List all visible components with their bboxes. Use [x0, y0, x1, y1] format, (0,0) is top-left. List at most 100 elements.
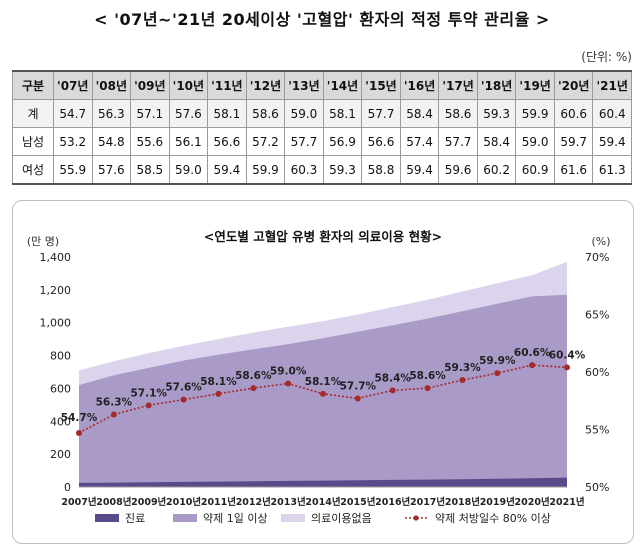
y-axis-label: (만 명): [27, 235, 59, 248]
table-header-year: '17년: [438, 70, 478, 100]
table-row-label: 남성: [12, 127, 54, 156]
table-cell: 56.3: [91, 99, 132, 128]
rate-data-label: 60.4%: [549, 349, 586, 361]
rate-point: [76, 429, 82, 436]
x-tick-label: 2009년: [131, 496, 166, 508]
chart-panel: <연도별 고혈압 유병 환자의 의료이용 현황> (만 명) (%) 0 200 400 6…: [12, 200, 634, 544]
table-cell: 59.0: [284, 99, 324, 128]
medical-use-chart: <연도별 고혈압 유병 환자의 의료이용 현황> (만 명) (%) 0 200 400 6…: [27, 229, 611, 525]
rate-point: [215, 390, 222, 397]
rate-data-label: 58.6%: [409, 370, 446, 382]
rate-point: [564, 364, 570, 371]
table-row: 계 54.7 56.3 57.1 57.6 58.1 58.6 59.0 58.1 57.7 58.…: [12, 99, 632, 128]
table-cell: 57.4: [399, 127, 440, 156]
y-tick-label: 1,000: [40, 317, 72, 330]
table-header-year: '16년: [399, 70, 440, 100]
table-cell: 59.4: [399, 155, 440, 185]
table-cell: 54.7: [53, 99, 93, 128]
table-cell: 59.3: [322, 155, 363, 185]
rate-point: [389, 387, 396, 394]
rate-point: [320, 390, 326, 397]
table-header-category: 구분: [12, 70, 54, 100]
x-tick-label: 2018년: [445, 496, 480, 508]
rate-data-label: 59.9%: [479, 355, 516, 367]
y-tick-label: 0: [64, 481, 71, 494]
legend-point-swatch: [413, 515, 419, 521]
table-cell: 57.6: [91, 155, 132, 185]
table-cell: 58.6: [438, 99, 478, 128]
table-header-row: 구분 '07년 '08년 '09년 '10년 '11년 '12년 '13년 '14년 '15년 '1…: [12, 70, 632, 100]
table-header-year: '13년: [284, 70, 324, 100]
table-cell: 58.8: [361, 155, 401, 185]
rate-point: [529, 362, 536, 369]
rate-data-label: 58.6%: [235, 370, 272, 382]
x-tick-label: 2007년: [61, 496, 96, 508]
page-title: < '07년~'21년 20세이상 '고혈압' 환자의 적정 투약 관리율 >: [94, 10, 550, 29]
y-tick-label: 600: [50, 382, 71, 395]
rate-point: [110, 411, 117, 418]
rate-point: [145, 402, 152, 409]
table-cell: 61.6: [553, 155, 594, 185]
rate-data-label: 56.3%: [96, 397, 133, 409]
rate-point: [285, 380, 292, 387]
table-row: 남성 53.2 54.8 55.6 56.1 56.6 57.2 57.7 56.9 56.6 57…: [12, 127, 632, 156]
y2-tick-label: 55%: [585, 424, 609, 437]
table-cell: 57.7: [361, 99, 401, 128]
legend-label: 의료이용없음: [311, 512, 372, 525]
rate-data-label: 58.4%: [374, 372, 411, 384]
table-cell: 58.4: [476, 127, 517, 156]
y-tick-label: 400: [50, 415, 71, 428]
table-cell: 60.6: [553, 99, 594, 128]
table-cell: 57.6: [168, 99, 209, 128]
rate-point: [354, 395, 361, 402]
table-cell: 57.2: [245, 127, 286, 156]
x-tick-label: 2015년: [340, 496, 375, 508]
y-tick-label: 200: [50, 448, 71, 461]
table-cell: 58.1: [322, 99, 363, 128]
area-clinic: [79, 477, 567, 487]
legend-label: 약제 1일 이상: [203, 511, 268, 525]
rate-point: [424, 385, 431, 392]
table-cell: 59.9: [515, 99, 555, 128]
chart-title: <연도별 고혈압 유병 환자의 의료이용 현황>: [204, 229, 442, 244]
rate-point: [459, 377, 466, 384]
table-header-year: '20년: [553, 70, 594, 100]
table-cell: 56.6: [207, 127, 247, 156]
rate-data-label: 58.1%: [305, 376, 342, 388]
legend-swatch: [95, 514, 119, 522]
table-cell: 58.4: [399, 99, 440, 128]
unit-label: (단위: %): [581, 50, 632, 64]
table-header-year: '07년: [53, 70, 93, 100]
x-tick-label: 2010년: [166, 496, 201, 508]
rate-data-label: 58.1%: [200, 376, 237, 388]
y-tick-label: 1,400: [40, 251, 72, 264]
table-cell: 60.4: [592, 99, 632, 128]
rate-data-label: 60.6%: [514, 347, 551, 359]
rate-data-label: 54.7%: [61, 412, 98, 424]
table-cell: 55.9: [53, 155, 93, 185]
x-tick-label: 2012년: [236, 496, 271, 508]
management-rate-table: 구분 '07년 '08년 '09년 '10년 '11년 '12년 '13년 '14년 '15년 '1…: [12, 70, 632, 185]
table-cell: 56.1: [168, 127, 209, 156]
x-tick-label: 2013년: [271, 496, 306, 508]
table-cell: 59.4: [592, 127, 632, 156]
rate-point: [250, 385, 257, 392]
table-cell: 57.7: [438, 127, 478, 156]
table-header-year: '19년: [515, 70, 555, 100]
rate-data-label: 59.0%: [270, 366, 307, 378]
x-tick-label: 2019년: [480, 496, 515, 508]
y-tick-label: 800: [50, 350, 71, 363]
rate-point: [494, 370, 501, 377]
table-header-year: '08년: [91, 70, 132, 100]
table-header-year: '14년: [322, 70, 363, 100]
table-cell: 60.9: [515, 155, 555, 185]
x-tick-label: 2021년: [549, 496, 584, 508]
table-cell: 55.6: [130, 127, 170, 156]
table-cell: 61.3: [592, 155, 632, 185]
legend-swatch: [173, 514, 197, 522]
y-tick-label: 1,200: [40, 284, 72, 297]
y2-axis-label: (%): [591, 235, 610, 248]
legend-label: 약제 처방일수 80% 이상: [435, 511, 551, 525]
table-cell: 57.1: [130, 99, 170, 128]
table-header-year: '12년: [245, 70, 286, 100]
